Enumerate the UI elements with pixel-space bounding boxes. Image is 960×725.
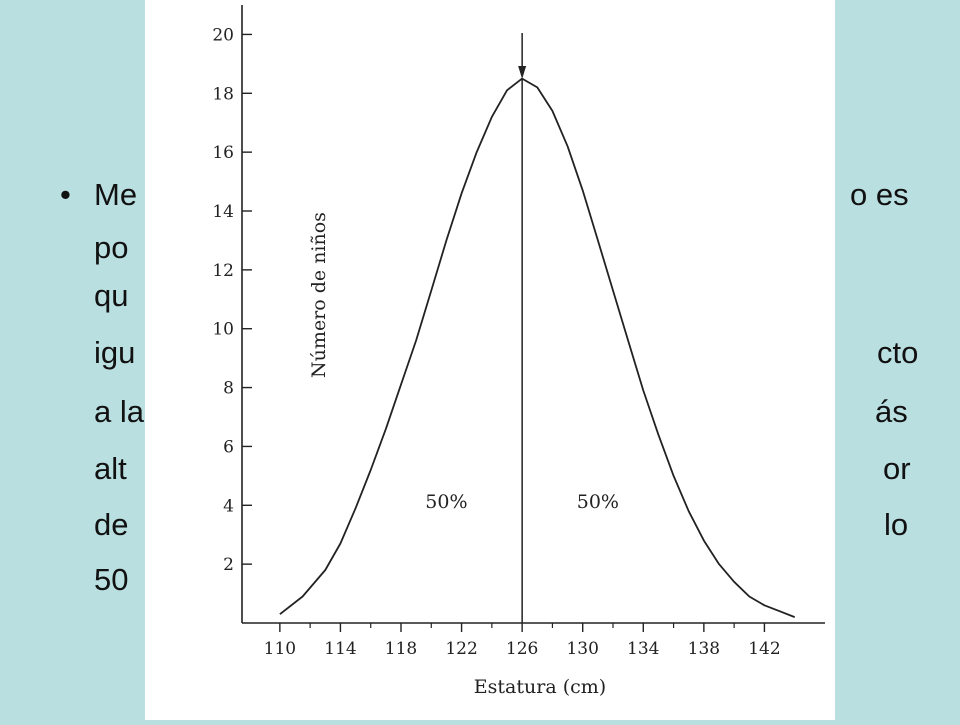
x-tick-label: 126 xyxy=(506,639,538,659)
x-tick-label: 138 xyxy=(688,639,720,659)
x-tick-label: 110 xyxy=(264,639,296,659)
percent-annotation: 50% xyxy=(577,491,619,513)
text-fragment-left: de xyxy=(94,507,129,542)
x-tick-label: 118 xyxy=(385,639,417,659)
y-tick-label: 6 xyxy=(223,437,234,457)
text-fragment-right: ás xyxy=(875,394,908,429)
chart-figure: 2 4 6 8 10 12 14 16 18 20 110 114 118 122 126 130 134 138… xyxy=(145,0,835,720)
x-tick-label: 142 xyxy=(748,639,780,659)
distribution-curve xyxy=(279,77,796,618)
y-tick-label: 8 xyxy=(223,379,234,399)
y-axis-label: Número de niños xyxy=(308,212,330,378)
chart-ticks: 2 4 6 8 10 12 14 16 18 20 110 114 118 122 126 130 134 138… xyxy=(212,25,780,659)
text-fragment-left: igu xyxy=(94,335,136,370)
text-fragment-left: 50 xyxy=(94,562,129,597)
text-fragment-left: po xyxy=(94,230,129,265)
bullet-icon: • xyxy=(60,177,71,212)
x-axis-label: Estatura (cm) xyxy=(474,676,606,698)
text-fragment-left: a la xyxy=(94,394,144,429)
y-tick-label: 20 xyxy=(212,25,234,45)
text-fragment-right: o es xyxy=(850,177,909,212)
text-fragment-right: lo xyxy=(884,507,909,542)
y-tick-label: 16 xyxy=(212,143,234,163)
text-fragment-right: cto xyxy=(877,335,919,370)
x-tick-label: 134 xyxy=(627,639,659,659)
x-tick-label: 130 xyxy=(566,639,598,659)
chart-plot-area: 50% 50% xyxy=(279,33,796,623)
x-tick-label: 114 xyxy=(324,639,356,659)
y-tick-label: 4 xyxy=(223,496,234,516)
y-tick-label: 14 xyxy=(212,202,234,222)
chart-axes xyxy=(241,5,825,624)
percent-annotation: 50% xyxy=(425,491,467,513)
median-arrow-head xyxy=(518,66,527,79)
y-tick-label: 12 xyxy=(212,261,234,281)
y-tick-label: 10 xyxy=(212,320,234,340)
x-tick-label: 122 xyxy=(445,639,477,659)
y-tick-label: 18 xyxy=(212,84,234,104)
y-tick-label: 2 xyxy=(223,555,234,575)
text-fragment-left: qu xyxy=(94,278,129,313)
text-fragment-right: or xyxy=(883,451,911,486)
text-fragment-left: Me xyxy=(94,177,138,212)
normal-distribution-chart: 2 4 6 8 10 12 14 16 18 20 110 114 118 122 126 130 134 138… xyxy=(212,5,825,698)
text-fragment-left: alt xyxy=(94,451,127,486)
